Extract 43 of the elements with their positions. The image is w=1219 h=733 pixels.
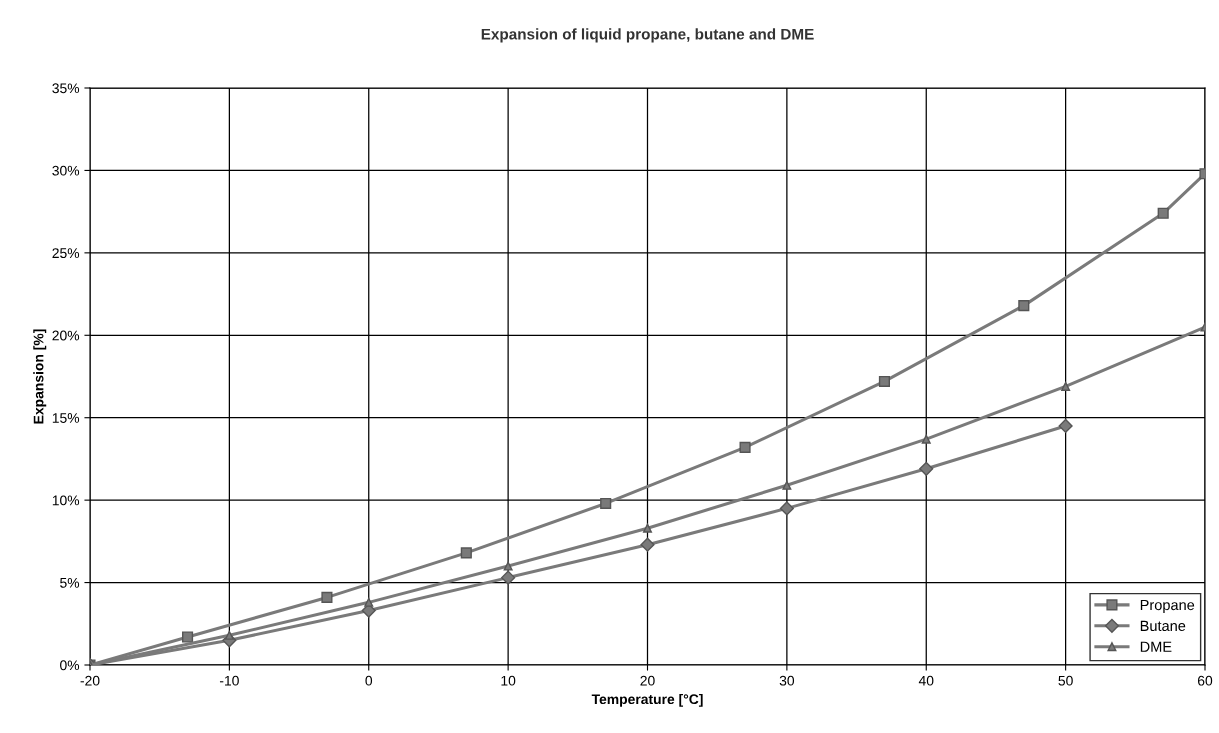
point xyxy=(503,561,513,571)
point xyxy=(919,461,934,476)
point xyxy=(182,631,194,643)
point xyxy=(600,497,612,509)
point xyxy=(878,375,890,388)
y-axis-title: Expansion [%] xyxy=(33,329,47,424)
x-tick-label: -20 xyxy=(80,675,100,686)
x-tick-label: 50 xyxy=(1058,675,1073,686)
point xyxy=(1157,207,1169,219)
chart-title: Expansion of liquid propane, butane and DME xyxy=(481,28,814,43)
point xyxy=(224,630,234,640)
point xyxy=(782,480,792,490)
legend-label: Butane xyxy=(1140,620,1186,632)
y-tick-label: 20% xyxy=(52,330,80,341)
y-tick-label: 25% xyxy=(52,248,80,259)
x-tick-label: 10 xyxy=(501,675,516,686)
x-tick-label: 40 xyxy=(918,675,934,686)
legend-label: DME xyxy=(1140,641,1172,652)
x-tick-label: 30 xyxy=(779,675,795,686)
y-tick-label: 10% xyxy=(52,495,80,506)
x-axis-title: Temperature [°C] xyxy=(591,693,703,707)
point xyxy=(779,501,794,516)
y-tick-label: 35% xyxy=(52,83,80,94)
y-tick-label: 5% xyxy=(60,577,80,588)
point xyxy=(501,570,516,585)
point xyxy=(640,537,655,552)
point xyxy=(364,597,374,607)
point xyxy=(1058,418,1073,434)
point xyxy=(321,591,333,603)
point xyxy=(1018,300,1030,312)
point xyxy=(921,434,931,444)
y-tick-label: 15% xyxy=(52,413,80,423)
x-tick-label: -10 xyxy=(219,675,239,686)
x-tick-label: 20 xyxy=(640,675,655,686)
y-tick-label: 0% xyxy=(60,660,80,671)
point xyxy=(642,523,653,533)
y-tick-label: 30% xyxy=(52,165,80,176)
point xyxy=(739,441,751,453)
x-tick-label: 0 xyxy=(365,675,373,686)
legend-label: Propane xyxy=(1140,599,1195,614)
point xyxy=(460,547,472,559)
x-tick-label: 60 xyxy=(1197,675,1213,686)
point xyxy=(1061,381,1071,391)
